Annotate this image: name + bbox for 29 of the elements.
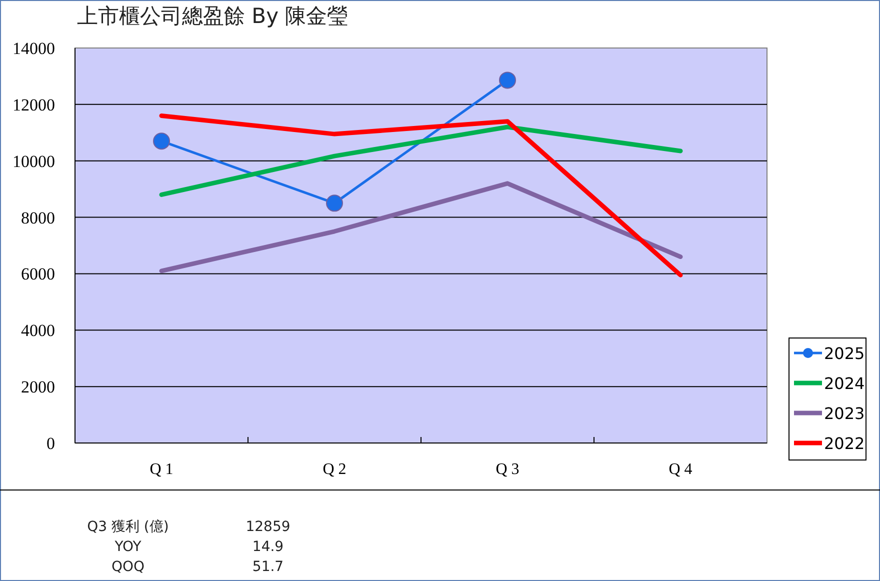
legend-label: 2025 xyxy=(824,344,865,363)
line-series xyxy=(159,113,683,278)
point xyxy=(326,194,343,212)
text: 51.7 xyxy=(252,559,284,575)
y-tick-label: 0 xyxy=(46,434,55,453)
text: YOY xyxy=(114,539,142,555)
text: QOQ xyxy=(111,559,145,575)
legend-label: 2024 xyxy=(824,374,865,393)
x-tick-label: Q 1 xyxy=(150,461,174,478)
y-tick-label: 2000 xyxy=(21,378,55,397)
y-tick-label: 6000 xyxy=(21,264,55,284)
y-tick-label: 12000 xyxy=(12,95,55,114)
text: Q3 獲利 (億) xyxy=(87,519,169,535)
x-tick-label: Q 4 xyxy=(668,461,692,478)
point xyxy=(499,72,516,89)
legend-label: 2023 xyxy=(824,404,865,423)
chart-title: 上市櫃公司總盈餘 By 陳金瑩 xyxy=(77,4,348,28)
point xyxy=(153,132,170,150)
line-series xyxy=(159,124,683,197)
x-tick-label: Q 3 xyxy=(496,461,520,478)
text: 12859 xyxy=(246,519,290,535)
y-tick-label: 10000 xyxy=(12,152,55,171)
y-tick-label: 14000 xyxy=(12,39,55,58)
x-tick-label: Q 2 xyxy=(322,461,346,478)
y-tick-label: 4000 xyxy=(21,321,55,340)
line-series xyxy=(159,181,683,274)
text: 14.9 xyxy=(252,539,284,555)
y-tick-label: 8000 xyxy=(21,208,55,228)
legend-label: 2022 xyxy=(824,434,865,453)
